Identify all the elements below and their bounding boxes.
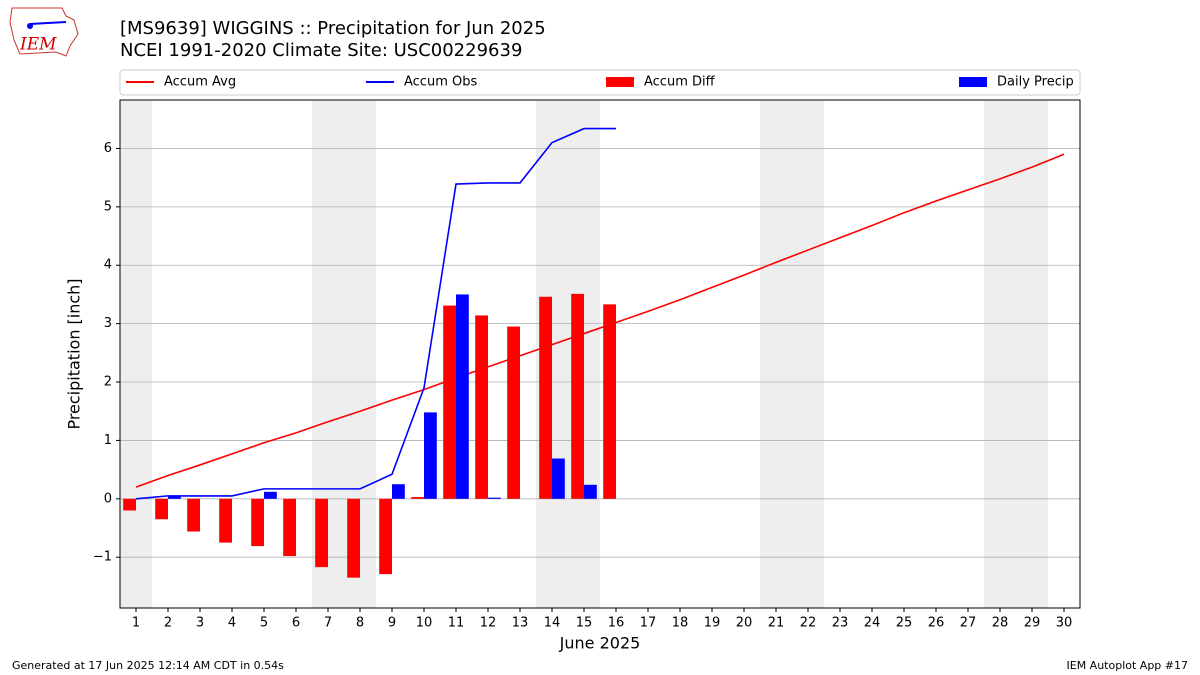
bar — [539, 296, 552, 499]
bar — [571, 293, 584, 499]
bar — [187, 498, 200, 532]
x-tick-label: 10 — [416, 616, 433, 631]
x-tick-label: 30 — [1056, 616, 1073, 631]
bar — [443, 305, 456, 499]
chart-title: [MS9639] WIGGINS :: Precipitation for Ju… — [120, 18, 546, 39]
bar — [584, 484, 597, 499]
bar — [552, 458, 565, 499]
bar — [475, 315, 488, 499]
legend-label: Accum Avg — [164, 75, 236, 90]
y-tick-label: 6 — [104, 141, 112, 156]
logo-dot — [27, 23, 33, 29]
plot-frame — [119, 99, 1081, 609]
bar — [251, 498, 264, 547]
bar — [392, 484, 405, 499]
logo: IEM — [9, 7, 79, 57]
x-tick-label: 5 — [260, 616, 268, 631]
legend-swatch — [606, 77, 634, 87]
bar — [283, 498, 296, 557]
y-tick-label: 0 — [104, 491, 112, 506]
x-tick-label: 16 — [608, 616, 625, 631]
legend-label: Daily Precip — [997, 75, 1074, 90]
line — [135, 153, 1065, 488]
bar — [123, 498, 136, 511]
weekend-shade — [120, 100, 152, 608]
bar — [507, 326, 520, 499]
bar — [264, 491, 277, 499]
bar — [488, 497, 501, 499]
x-tick-label: 3 — [196, 616, 204, 631]
y-axis-label: Precipitation [inch] — [65, 278, 84, 429]
bar — [219, 498, 232, 543]
x-tick-label: 29 — [1024, 616, 1041, 631]
y-tick-label: 2 — [104, 375, 112, 390]
x-tick-label: 19 — [704, 616, 721, 631]
x-tick-label: 7 — [324, 616, 332, 631]
x-tick-label: 15 — [576, 616, 593, 631]
y-tick-label: −1 — [93, 550, 112, 565]
x-tick-label: 6 — [292, 616, 300, 631]
x-axis-label: June 2025 — [559, 634, 641, 653]
x-tick-label: 25 — [896, 616, 913, 631]
bar — [424, 412, 437, 499]
logo-line — [29, 21, 67, 25]
bar — [155, 498, 168, 520]
x-tick-label: 9 — [388, 616, 396, 631]
x-tick-label: 28 — [992, 616, 1009, 631]
x-tick-label: 11 — [448, 616, 465, 631]
bar — [347, 498, 360, 578]
bar — [411, 497, 424, 499]
legend-label: Accum Diff — [644, 75, 716, 90]
chart-subtitle: NCEI 1991-2020 Climate Site: USC00229639 — [120, 40, 522, 61]
footer-left: Generated at 17 Jun 2025 12:14 AM CDT in… — [12, 659, 284, 672]
x-tick-label: 4 — [228, 616, 236, 631]
legend-box — [119, 69, 1081, 96]
x-tick-label: 26 — [928, 616, 945, 631]
legend-swatch — [959, 77, 987, 87]
bar — [315, 498, 328, 568]
x-tick-label: 13 — [512, 616, 529, 631]
y-tick-label: 5 — [104, 199, 112, 214]
x-tick-label: 1 — [132, 616, 140, 631]
x-tick-label: 12 — [480, 616, 497, 631]
legend-label: Accum Obs — [404, 75, 477, 90]
y-tick-label: 4 — [104, 258, 112, 273]
x-tick-label: 24 — [864, 616, 881, 631]
weekend-shade — [760, 100, 824, 608]
bar — [456, 294, 469, 499]
y-tick-label: 1 — [104, 433, 112, 448]
logo-text: IEM — [19, 35, 57, 55]
x-tick-label: 27 — [960, 616, 977, 631]
x-tick-label: 23 — [832, 616, 849, 631]
weekend-shade — [984, 100, 1048, 608]
x-tick-label: 2 — [164, 616, 172, 631]
x-tick-label: 22 — [800, 616, 817, 631]
x-tick-label: 21 — [768, 616, 785, 631]
footer-right: IEM Autoplot App #17 — [1067, 659, 1189, 672]
x-tick-label: 17 — [640, 616, 657, 631]
logo-outline — [9, 7, 79, 57]
x-tick-label: 18 — [672, 616, 689, 631]
y-tick-label: 3 — [104, 316, 112, 331]
bar — [168, 495, 181, 499]
x-tick-label: 8 — [356, 616, 364, 631]
x-tick-label: 20 — [736, 616, 753, 631]
bar — [603, 304, 616, 499]
bar — [379, 498, 392, 575]
x-tick-label: 14 — [544, 616, 561, 631]
line — [135, 127, 616, 500]
